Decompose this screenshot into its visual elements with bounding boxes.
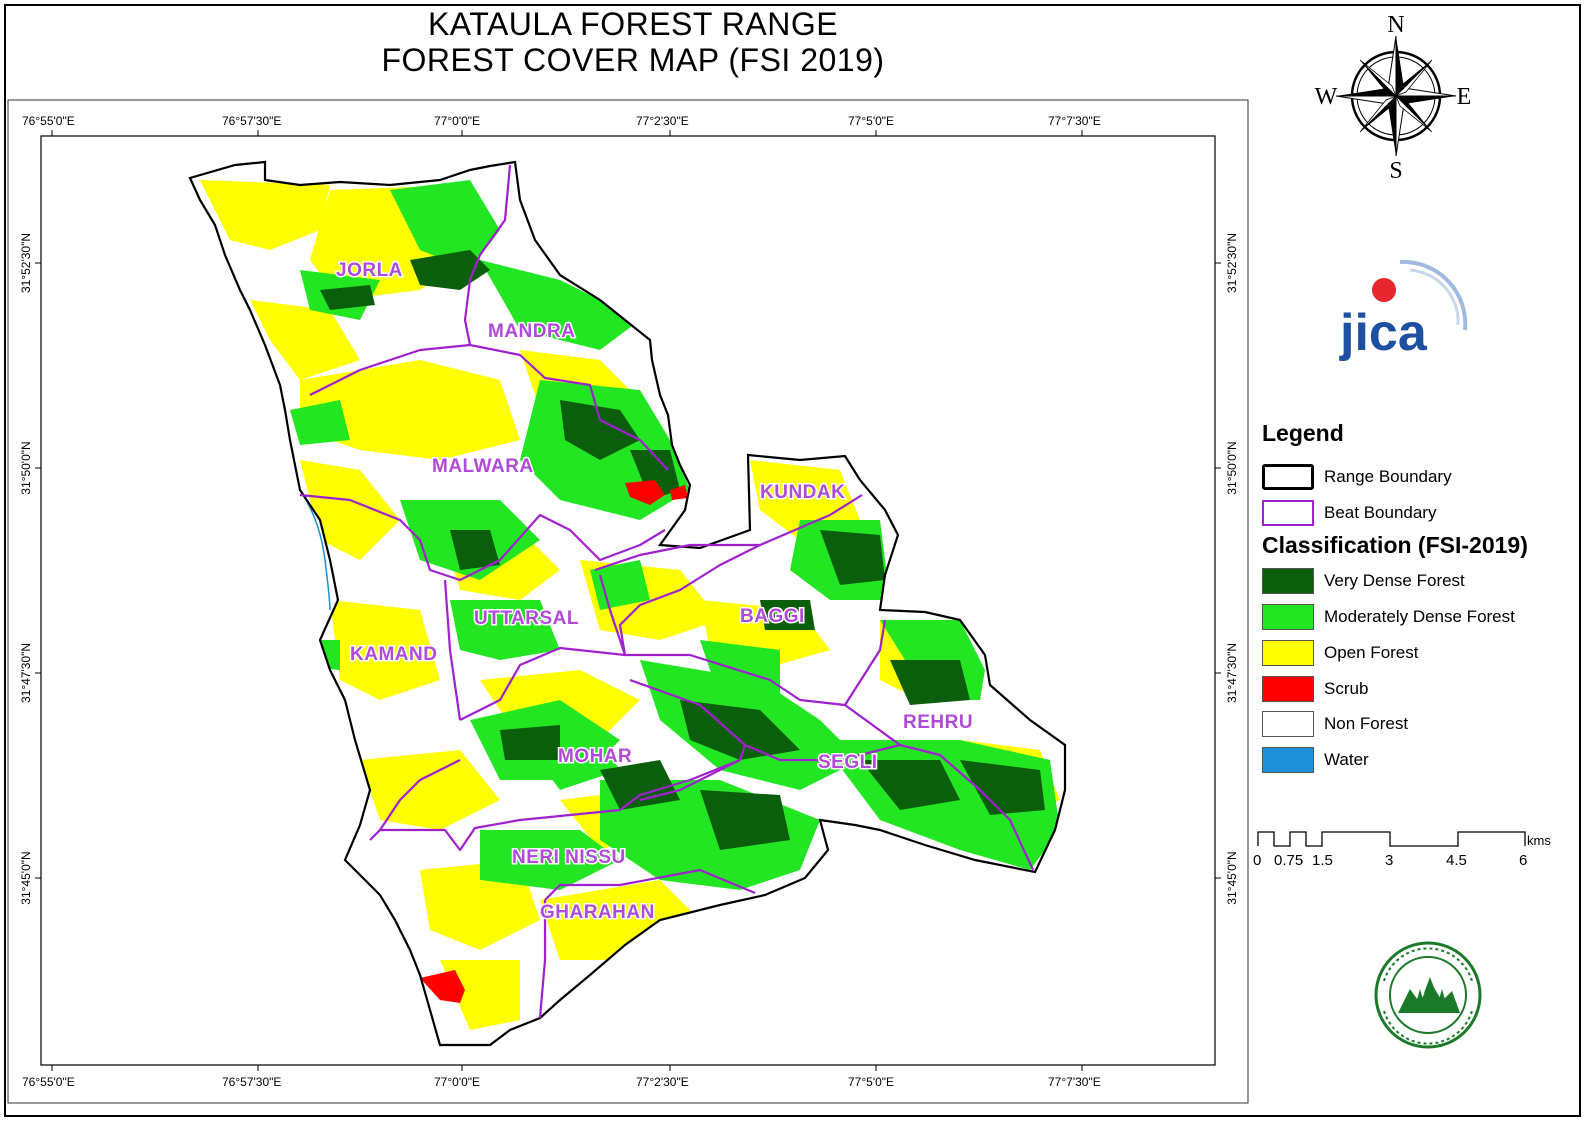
scale-tick-3: 3 <box>1385 852 1394 869</box>
compass-e: E <box>1457 84 1472 110</box>
beat-label-uttarsal: UTTARSAL <box>474 608 579 629</box>
beat-label-gharahan: GHARAHAN <box>540 902 655 923</box>
forest-department-seal-icon <box>1374 941 1482 1049</box>
legend-item-water: Water <box>1262 747 1562 773</box>
legend-item-open-forest: Open Forest <box>1262 640 1562 666</box>
legend-label: Range Boundary <box>1324 467 1452 486</box>
beat-label-mandra: MANDRA <box>488 321 575 342</box>
swatch <box>1262 604 1314 630</box>
legend-item-range-boundary: Range Boundary <box>1262 464 1562 490</box>
legend-label: Open Forest <box>1324 643 1419 662</box>
legend-item-beat-boundary: Beat Boundary <box>1262 500 1562 526</box>
jica-logo-text: jica <box>1339 304 1428 362</box>
range-boundary-swatch <box>1262 464 1314 490</box>
compass-n: N <box>1387 12 1404 38</box>
lat-label-right-2: 31°47'30"N <box>1225 642 1239 704</box>
lon-label-top-1: 76°57'30"E <box>222 114 282 128</box>
lat-label-right-0: 31°52'30"N <box>1225 232 1239 294</box>
lat-label-left-0: 31°52'30"N <box>19 232 33 294</box>
scale-tick-2: 1.5 <box>1312 852 1333 869</box>
lon-label-bottom-3: 77°2'30"E <box>636 1075 689 1089</box>
swatch <box>1262 568 1314 594</box>
lat-label-left-3: 31°45'0"N <box>19 851 33 905</box>
scale-tick-0: 0 <box>1253 852 1262 869</box>
beat-label-segli: SEGLI <box>818 752 878 773</box>
legend-item-non-forest: Non Forest <box>1262 711 1562 737</box>
swatch <box>1262 711 1314 737</box>
swatch <box>1262 676 1314 702</box>
map-title-line1: KATAULA FOREST RANGE <box>427 6 839 42</box>
legend-title: Legend <box>1262 420 1344 446</box>
swatch <box>1262 640 1314 666</box>
swatch <box>1262 747 1314 773</box>
beat-label-rehru: REHRU <box>903 712 973 733</box>
lon-label-bottom-5: 77°7'30"E <box>1048 1075 1101 1089</box>
lon-label-top-2: 77°0'0"E <box>434 114 481 128</box>
jica-logo-icon: jica <box>1339 259 1468 362</box>
beat-boundary-swatch <box>1262 500 1314 526</box>
legend-label: Non Forest <box>1324 714 1409 733</box>
compass-w: W <box>1315 84 1338 110</box>
lat-label-left-2: 31°47'30"N <box>19 642 33 704</box>
lon-label-top-5: 77°7'30"E <box>1048 114 1101 128</box>
beat-label-mohar: MOHAR <box>558 746 632 767</box>
beat-label-baggi: BAGGI <box>740 606 805 627</box>
scale-bar <box>1257 831 1526 847</box>
lon-label-bottom-2: 77°0'0"E <box>434 1075 481 1089</box>
lon-label-top-3: 77°2'30"E <box>636 114 689 128</box>
lat-label-left-1: 31°50'0"N <box>19 441 33 495</box>
scale-unit: kms <box>1527 833 1551 848</box>
lat-label-right-1: 31°50'0"N <box>1225 441 1239 495</box>
beat-label-kundak: KUNDAK <box>760 482 845 503</box>
beat-label-jorla: JORLA <box>336 260 403 281</box>
legend-label: Very Dense Forest <box>1324 571 1465 590</box>
beat-boundaries <box>299 164 1034 1019</box>
scale-tick-5: 6 <box>1519 852 1528 869</box>
scale-tick-1: 0.75 <box>1274 852 1304 869</box>
scale-tick-4: 4.5 <box>1446 852 1467 869</box>
lon-label-top-0: 76°55'0"E <box>22 114 75 128</box>
north-arrow-icon: N S E W <box>1315 12 1472 184</box>
beat-labels: JORLA MANDRA MALWARA KUNDAK UTTARSAL BAG… <box>335 259 975 925</box>
beat-label-malwara: MALWARA <box>432 456 534 477</box>
legend-label: Scrub <box>1324 679 1369 698</box>
lon-label-bottom-0: 76°55'0"E <box>22 1075 75 1089</box>
lon-label-top-4: 77°5'0"E <box>848 114 895 128</box>
legend-item-moderately-dense-forest: Moderately Dense Forest <box>1262 604 1562 630</box>
classification-title: Classification (FSI-2019) <box>1262 532 1528 558</box>
map-title-line2: FOREST COVER MAP (FSI 2019) <box>381 42 885 78</box>
legend-item-scrub: Scrub <box>1262 676 1562 702</box>
map-frame <box>4 4 1581 1117</box>
legend-label: Water <box>1324 750 1369 769</box>
beat-label-kamand: KAMAND <box>350 644 437 665</box>
legend-item-very-dense-forest: Very Dense Forest <box>1262 568 1562 594</box>
beat-label-neri-nissu: NERI NISSU <box>512 847 626 868</box>
legend-label: Beat Boundary <box>1324 503 1437 522</box>
lat-label-right-3: 31°45'0"N <box>1225 851 1239 905</box>
lon-label-bottom-1: 76°57'30"E <box>222 1075 282 1089</box>
compass-s: S <box>1389 158 1402 184</box>
legend-label: Moderately Dense Forest <box>1324 607 1515 626</box>
lon-label-bottom-4: 77°5'0"E <box>848 1075 895 1089</box>
